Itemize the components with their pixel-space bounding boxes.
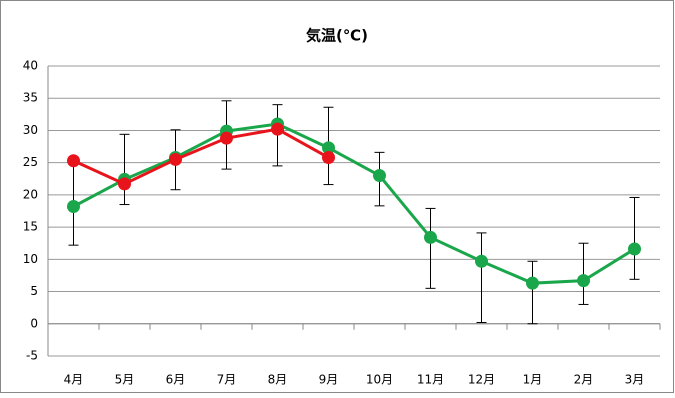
data-point (373, 169, 386, 183)
series-line (72, 122, 636, 285)
y-tick-label: 0 (30, 316, 38, 330)
data-point (628, 242, 641, 256)
x-tick-label: 4月 (64, 373, 84, 387)
data-point (118, 177, 131, 191)
x-tick-label: 2月 (574, 373, 594, 387)
data-point (322, 141, 335, 155)
series-line (72, 127, 330, 186)
x-tick-label: 7月 (217, 373, 237, 387)
data-point (67, 199, 80, 213)
chart-title: 気温(℃) (306, 27, 368, 45)
y-tick-label: 10 (23, 252, 38, 266)
data-point (526, 276, 539, 290)
data-point (424, 230, 437, 244)
y-tick-label: 20 (23, 187, 38, 201)
data-point (271, 122, 284, 136)
y-tick-label: 40 (23, 59, 38, 73)
y-tick-label: 5 (30, 284, 38, 298)
x-tick-label: 1月 (523, 373, 543, 387)
x-tick-label: 3月 (625, 373, 645, 387)
x-tick-label: 5月 (115, 373, 135, 387)
x-tick-label: 8月 (268, 373, 288, 387)
y-tick-label: 30 (23, 123, 38, 137)
y-tick-label: 25 (23, 155, 38, 169)
x-tick-label: 6月 (166, 373, 186, 387)
y-tick-label: 35 (23, 91, 38, 105)
x-tick-label: 11月 (417, 373, 444, 387)
data-point (67, 154, 80, 168)
data-point (220, 131, 233, 145)
x-tick-label: 9月 (319, 373, 339, 387)
x-tick-label: 10月 (366, 373, 393, 387)
data-point (577, 274, 590, 288)
y-tick-label: -5 (26, 349, 38, 363)
y-tick-label: 15 (23, 220, 38, 234)
data-point (475, 254, 488, 268)
data-point (169, 152, 182, 166)
data-point (322, 151, 335, 165)
x-tick-label: 12月 (468, 373, 495, 387)
